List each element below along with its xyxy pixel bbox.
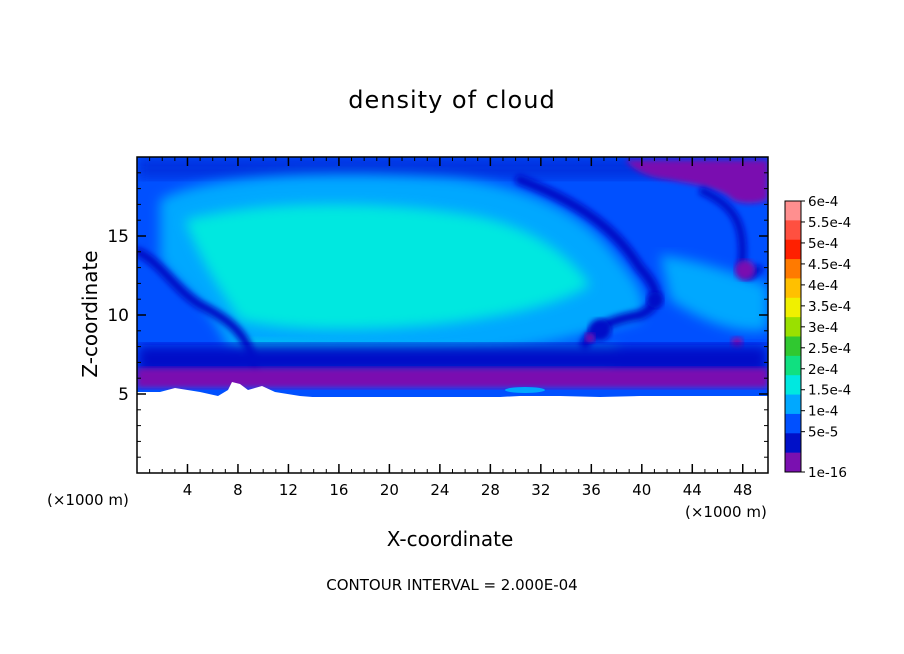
x-axis-title: X-coordinate: [386, 527, 514, 551]
x-tick-label: 32: [531, 481, 550, 499]
colorbar-label: 5.5e-4: [808, 215, 851, 231]
x-tick-label: 20: [380, 481, 399, 499]
contour-interval-note: CONTOUR INTERVAL = 2.000E-04: [326, 576, 578, 594]
y-tick-label: 10: [107, 306, 129, 326]
x-axis: 4 8 12 16 20 24 28 32 36 40 44 48: [149, 157, 756, 499]
x-tick-label: 8: [233, 481, 243, 499]
y-tick-label: 15: [107, 227, 129, 247]
colorbar-swatch: [785, 375, 801, 396]
colorbar-swatch: [785, 278, 801, 299]
x-tick-label: 40: [632, 481, 651, 499]
y-axis-title: Z-coordinate: [78, 250, 102, 378]
colorbar-swatch: [785, 394, 801, 415]
x-tick-label: 44: [683, 481, 702, 499]
colorbar-label: 3.5e-4: [808, 299, 851, 315]
colorbar-swatch: [785, 259, 801, 279]
colorbar-swatch: [785, 452, 801, 473]
chart-title: density of cloud: [348, 86, 556, 114]
colorbar-label: 3e-4: [808, 320, 838, 336]
y-axis: 5 10 15: [107, 172, 768, 458]
x-tick-label: 4: [183, 481, 193, 499]
x-tick-label: 12: [279, 481, 298, 499]
colorbar-swatch: [785, 220, 801, 241]
x-tick-label: 28: [481, 481, 500, 499]
x-unit-label-right: (×1000 m): [685, 503, 767, 521]
colorbar-swatch: [785, 433, 801, 454]
field-bright-core: [185, 204, 590, 330]
colorbar-label: 2e-4: [808, 362, 838, 378]
x-tick-label: 48: [733, 481, 752, 499]
density-field: [137, 157, 768, 473]
colorbar-label: 2.5e-4: [808, 341, 851, 357]
colorbar-label: 1.5e-4: [808, 383, 851, 399]
y-tick-label: 5: [118, 385, 129, 405]
colorbar-frame: [784, 200, 802, 473]
colorbar-swatch: [785, 355, 801, 376]
colorbar-label: 4.5e-4: [808, 257, 851, 273]
colorbar-swatch: [785, 297, 801, 318]
colorbar-swatch: [785, 413, 801, 434]
colorbar-swatch: [785, 336, 801, 357]
x-unit-label-left: (×1000 m): [47, 491, 129, 509]
field-left-filament: [137, 247, 260, 377]
x-tick-label: 16: [329, 481, 348, 499]
x-tick-label: 24: [430, 481, 449, 499]
colorbar-label: 4e-4: [808, 278, 838, 294]
colorbar-legend: 6e-4 5.5e-4 5e-4 4.5e-4 4e-4 3.5e-4 3e-4 2.5e-4…: [784, 194, 851, 481]
colorbar-label: 1e-16: [808, 465, 847, 481]
colorbar-label: 1e-4: [808, 404, 838, 420]
colorbar-label: 6e-4: [808, 194, 838, 210]
field-empty-region: [137, 382, 768, 473]
field-top-right-plume: [625, 160, 768, 204]
colorbar-label: 5e-5: [808, 425, 838, 441]
colorbar-swatch: [785, 317, 801, 337]
colorbar-label: 5e-4: [808, 236, 838, 252]
colorbar-swatch: [785, 239, 801, 260]
x-tick-label: 36: [582, 481, 601, 499]
colorbar-swatch: [785, 201, 801, 221]
